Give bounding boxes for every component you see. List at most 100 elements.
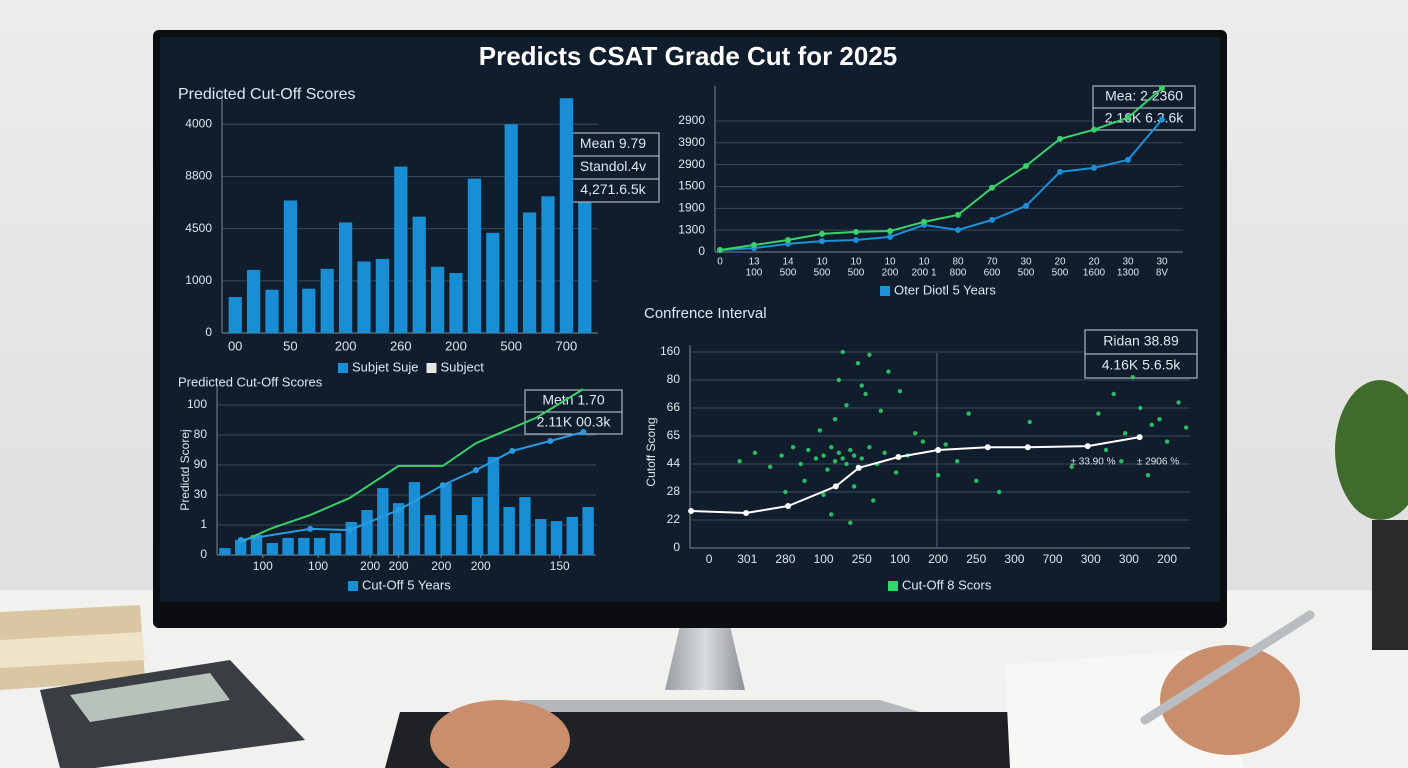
x-tick-sublabel: 500 (780, 268, 797, 279)
x-tick-label: 200 (335, 338, 357, 353)
x-tick-label: 300 (1081, 552, 1101, 566)
bar (424, 515, 436, 555)
x-tick-label: 100 (814, 552, 834, 566)
scatter-point (943, 442, 948, 447)
bar (283, 200, 298, 333)
stats-text: 4,271.6.5k (580, 181, 646, 197)
line-point (853, 228, 859, 235)
scatter-point (813, 456, 819, 461)
x-tick-label: 100 (308, 559, 328, 573)
scatter-point (920, 439, 926, 444)
line-point (439, 482, 446, 489)
x-tick-label: 250 (852, 552, 872, 566)
bar (467, 178, 482, 333)
scatter-point (974, 478, 979, 483)
scatter-point (1157, 417, 1162, 422)
scatter-point (996, 489, 1002, 495)
scatter-point (855, 361, 861, 366)
bar (471, 497, 484, 555)
legend-swatch (880, 286, 890, 296)
scatter-point (848, 447, 853, 453)
bar (235, 540, 247, 555)
scatter-point (893, 470, 899, 475)
bar (266, 543, 278, 555)
line-point (717, 247, 723, 254)
line-point (887, 233, 893, 240)
scatter-point (1096, 411, 1101, 416)
bar (503, 507, 515, 555)
bar (519, 497, 531, 555)
y-tick-label: 8800 (185, 169, 212, 183)
y-tick-label: 1 (200, 517, 207, 531)
scatter-point (1111, 391, 1116, 397)
line-series (719, 87, 1163, 252)
scatter-point (832, 459, 838, 464)
x-tick-label: 300 (1119, 552, 1139, 566)
scatter-point (897, 389, 903, 394)
y-tick-label: 100 (187, 397, 207, 411)
y-tick-label: 2900 (678, 157, 705, 171)
x-tick-label: 200 (389, 559, 409, 573)
stats-text: Ridan 38.89 (1103, 333, 1179, 349)
legend-label: Oter Diotl 5 Years (894, 282, 996, 297)
pen (1140, 610, 1315, 725)
x-tick-label: 10 (884, 257, 896, 268)
trend-point (984, 444, 991, 451)
line-point (751, 242, 757, 249)
line-point (237, 537, 244, 543)
trend-point (1024, 444, 1031, 451)
x-tick-label: 200 (445, 338, 467, 353)
bar (566, 516, 578, 555)
x-tick-label: 250 (966, 552, 986, 566)
x-tick-label: 70 (986, 257, 998, 268)
bar (456, 515, 468, 555)
legend-swatch (348, 581, 358, 591)
scatter-point (1149, 422, 1155, 427)
line-series (240, 388, 584, 544)
scatter-point (966, 411, 971, 416)
stats-text: Mea: 2.2360 (1105, 88, 1183, 104)
scatter-point (752, 450, 758, 455)
bar (250, 534, 263, 555)
y-tick-label: 0 (673, 540, 680, 554)
y-tick-label: 0 (698, 244, 705, 258)
bar (486, 232, 500, 333)
stats-text: 2.16K 6.3.6k (1105, 110, 1185, 126)
line-point (307, 525, 314, 532)
x-tick-label: 14 (782, 257, 794, 268)
legend-swatch (426, 363, 437, 373)
bar (345, 522, 357, 555)
bar (357, 261, 371, 333)
line-point (955, 211, 961, 218)
bar (430, 266, 445, 333)
bar (377, 488, 389, 555)
book-pages (0, 632, 145, 668)
x-tick-label: 10 (816, 257, 828, 268)
line-point (819, 238, 825, 245)
stats-box (566, 132, 660, 203)
monitor-neck (665, 626, 745, 690)
hand-right (1160, 645, 1300, 755)
x-tick-label: 260 (390, 338, 412, 353)
trend-point (895, 454, 902, 460)
line-point (921, 218, 927, 225)
y-tick-label: 22 (667, 512, 681, 526)
dashboard-title: Predicts CSAT Grade Cut for 2025 (479, 41, 898, 71)
bar (394, 166, 408, 333)
scatter-point (859, 383, 864, 388)
y-tick-label: 1900 (678, 200, 705, 214)
legend-swatch (888, 581, 898, 591)
x-tick-sublabel: 500 (848, 268, 865, 279)
scatter-point (1103, 447, 1109, 453)
y-tick-label: 90 (194, 457, 208, 471)
scatter-point (840, 349, 845, 355)
scatter-point (954, 459, 960, 464)
scatter-point (1145, 473, 1151, 478)
bar (329, 533, 342, 555)
hand-left (430, 700, 570, 768)
line-series (719, 118, 1163, 252)
line-point (853, 236, 859, 243)
scatter-point (859, 456, 864, 461)
scatter-point (851, 484, 857, 489)
line-point (1091, 164, 1097, 171)
